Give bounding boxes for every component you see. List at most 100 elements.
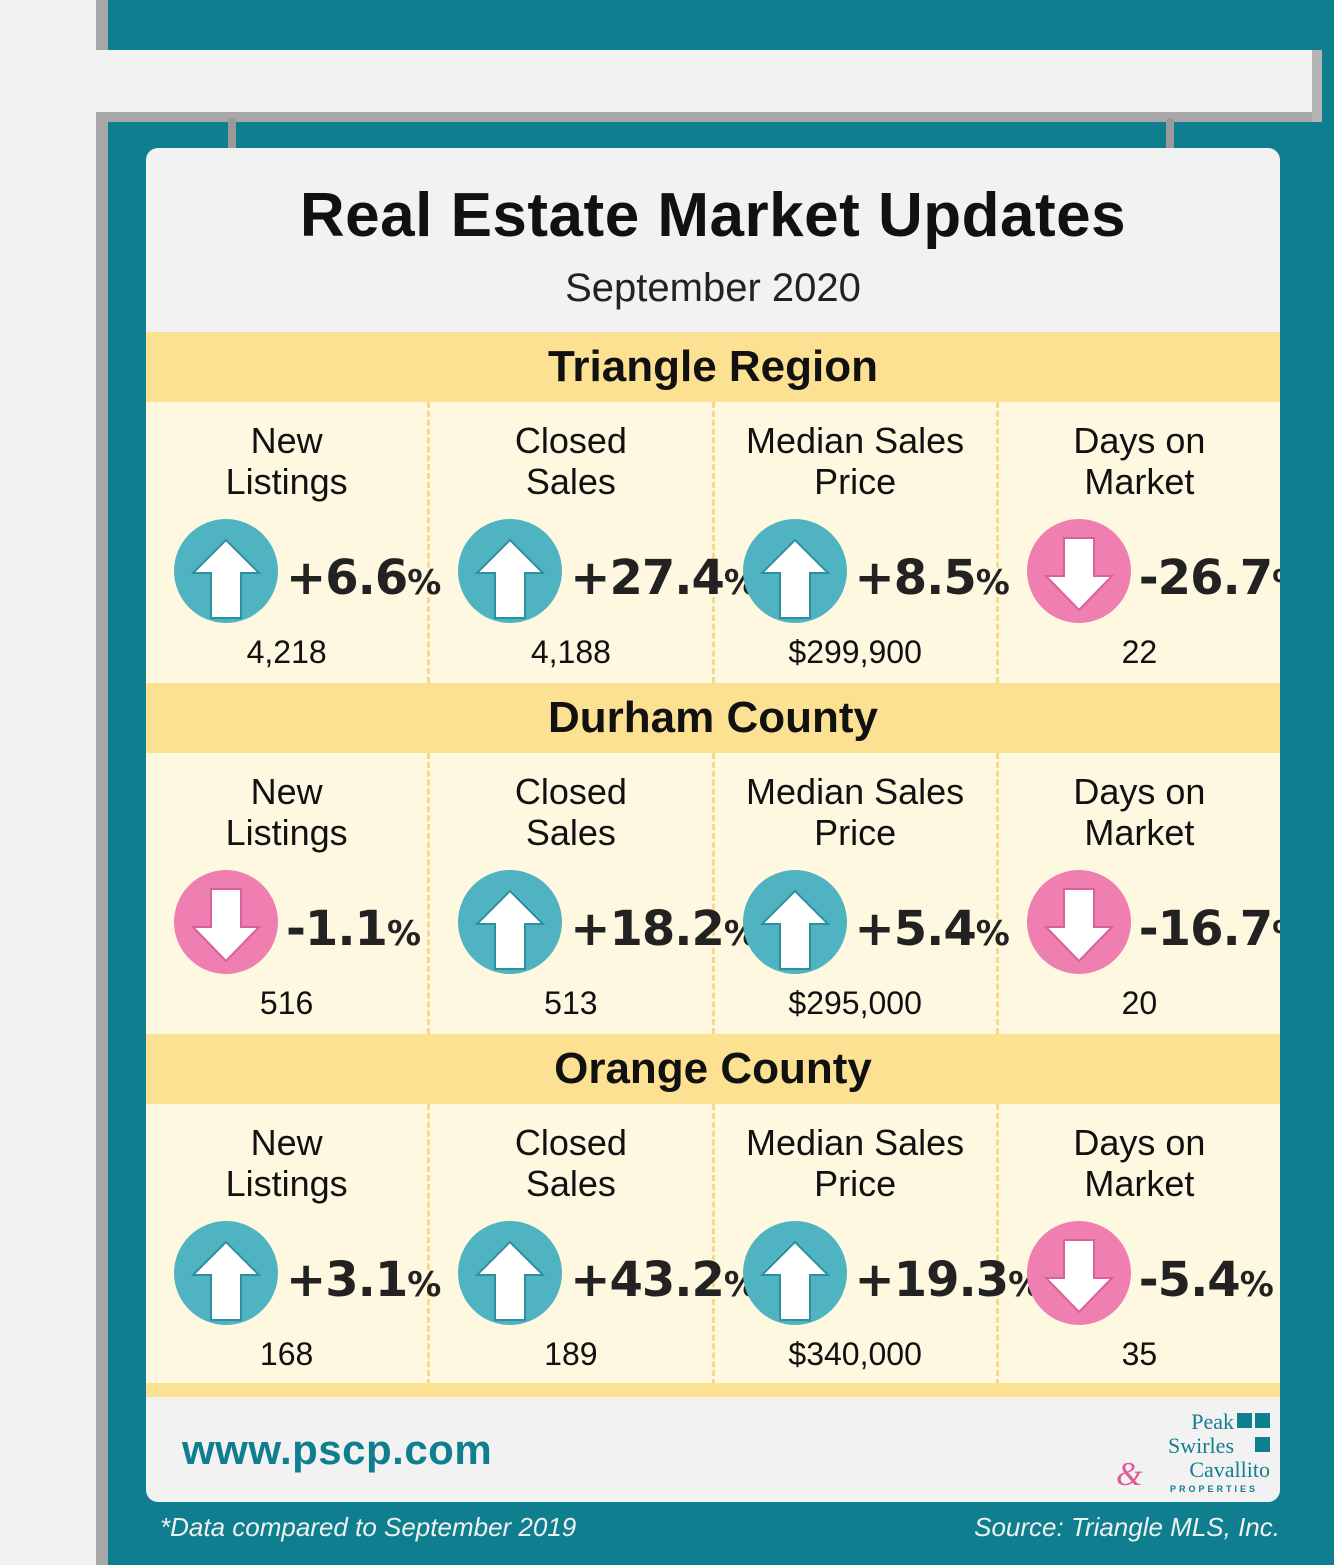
region-section: Triangle Region New Listings +6.6% 4,218 Clos…	[146, 332, 1280, 683]
arrow-up-icon	[458, 519, 563, 623]
metric-label: New Listings	[146, 771, 427, 853]
metric-label-line: Median Sales	[746, 771, 965, 812]
logo-square	[1255, 1413, 1270, 1428]
arrow-up-icon	[742, 519, 847, 623]
metric-value: 20	[1121, 985, 1158, 1021]
percent-sign: %	[407, 563, 442, 603]
arrow-up-icon	[742, 1221, 847, 1325]
metric-value: $299,900	[788, 634, 922, 670]
sign-beam	[0, 50, 1312, 112]
sign-beam-shadow	[96, 112, 1312, 122]
metric-label-line: Sales	[525, 1163, 616, 1204]
sign-post	[0, 0, 96, 1565]
metric-label-line: Listings	[225, 461, 348, 502]
region-section: Orange County New Listings +3.1% 168 Closed Sa…	[146, 1034, 1280, 1385]
percent-change-value: +27.4	[570, 550, 725, 606]
metric-label-line: New	[250, 1122, 323, 1163]
percent-change: -1.1%	[286, 901, 421, 957]
percent-change-value: -1.1	[286, 901, 388, 957]
footnote-comparison: *Data compared to September 2019	[160, 1512, 577, 1542]
metric-value: 35	[1121, 1336, 1158, 1372]
metric-label-line: Days on	[1073, 1122, 1206, 1163]
metrics-row: New Listings -1.1% 516 Closed Sales +18.2% 513 M…	[146, 753, 1280, 1034]
metric-label-line: Median Sales	[746, 1122, 965, 1163]
arrow-up-icon	[174, 519, 278, 623]
metric-label-line: Closed	[514, 420, 627, 461]
metric-value: $295,000	[788, 985, 922, 1021]
percent-change: +5.4%	[855, 901, 1010, 957]
region-header: Triangle Region	[146, 332, 1280, 402]
percent-sign: %	[975, 914, 1010, 954]
metric-value: 513	[544, 985, 598, 1021]
metric-label: New Listings	[146, 1122, 427, 1204]
metric-label: Median Sales Price	[715, 420, 996, 502]
metric-cell: Median Sales Price +8.5% $299,900	[715, 402, 1010, 683]
arrow-up-icon	[174, 1221, 278, 1325]
percent-sign: %	[386, 914, 422, 954]
percent-change: +19.3%	[855, 1252, 1043, 1308]
metric-value: 516	[259, 985, 314, 1021]
metric-label-line: Median Sales	[746, 420, 965, 461]
metric-label-line: Listings	[225, 1163, 348, 1204]
metric-label: Days on Market	[999, 420, 1280, 502]
metric-label: Median Sales Price	[715, 771, 996, 853]
percent-change-value: +3.1	[286, 1252, 408, 1308]
metric-cell: Closed Sales +43.2% 189	[430, 1104, 758, 1385]
metric-label: New Listings	[146, 420, 427, 502]
metric-cell: New Listings +3.1% 168	[146, 1104, 441, 1385]
percent-change: +43.2%	[570, 1252, 758, 1308]
region-header: Orange County	[146, 1034, 1280, 1104]
metric-label: Median Sales Price	[715, 1122, 996, 1204]
metric-label-line: Closed	[514, 1122, 627, 1163]
region-header: Durham County	[146, 683, 1280, 753]
metric-value: 4,218	[246, 634, 327, 670]
page-title: Real Estate Market Updates	[299, 181, 1127, 250]
logo-square	[1237, 1413, 1252, 1428]
metric-value: 22	[1121, 634, 1158, 670]
bottom-band	[146, 1383, 1280, 1397]
logo-ampersand: &	[1116, 1456, 1143, 1493]
metric-cell: Closed Sales +27.4% 4,188	[430, 402, 758, 683]
percent-change: +8.5%	[855, 550, 1010, 606]
percent-change: -26.7%	[1139, 550, 1280, 606]
metric-label-line: New	[250, 771, 323, 812]
arrow-down-icon	[1026, 870, 1131, 974]
arrow-down-icon	[174, 870, 278, 974]
metric-label-line: Market	[1084, 1163, 1195, 1204]
website-link[interactable]: www.pscp.com	[182, 1426, 493, 1473]
metric-cell: Median Sales Price +5.4% $295,000	[715, 753, 1010, 1034]
percent-change-value: -26.7	[1138, 550, 1273, 606]
metric-cell: Days on Market -5.4% 35	[999, 1104, 1280, 1385]
percent-sign: %	[1239, 1265, 1274, 1305]
percent-sign: %	[1272, 563, 1280, 603]
arrow-down-icon	[1026, 1221, 1131, 1325]
sign-beam-end	[1312, 50, 1322, 122]
arrow-down-icon	[1026, 519, 1131, 623]
percent-change-value: +6.6	[286, 550, 408, 606]
metric-value: 168	[259, 1336, 314, 1372]
footnote-source: Source: Triangle MLS, Inc.	[974, 1512, 1280, 1542]
company-logo: Peak Swirles & Cavallito PROPERTIES	[1116, 1410, 1270, 1500]
logo-line-3: Cavallito	[1189, 1457, 1270, 1482]
percent-change-value: +43.2	[570, 1252, 725, 1308]
percent-change-value: -5.4	[1138, 1252, 1241, 1308]
metric-cell: Median Sales Price +19.3% $340,000	[715, 1104, 1042, 1385]
metric-label: Closed Sales	[430, 771, 711, 853]
percent-change: +27.4%	[570, 550, 758, 606]
metric-label-line: Market	[1084, 461, 1195, 502]
metric-cell: Closed Sales +18.2% 513	[430, 753, 758, 1034]
logo-line-2: Swirles	[1168, 1433, 1234, 1458]
metric-value: 189	[544, 1336, 598, 1372]
metrics-row: New Listings +6.6% 4,218 Closed Sales +27.4% 4,…	[146, 402, 1280, 683]
percent-change: -16.7%	[1139, 901, 1280, 957]
metric-label-line: Days on	[1073, 771, 1206, 812]
metric-label: Days on Market	[999, 771, 1280, 853]
metrics-row: New Listings +3.1% 168 Closed Sales +43.2% 189 M…	[146, 1104, 1280, 1385]
metric-label-line: Sales	[525, 812, 616, 853]
arrow-up-icon	[742, 870, 847, 974]
logo-subtitle: PROPERTIES	[1169, 1484, 1258, 1494]
percent-sign: %	[975, 563, 1010, 603]
metric-label-line: Price	[814, 1163, 897, 1204]
